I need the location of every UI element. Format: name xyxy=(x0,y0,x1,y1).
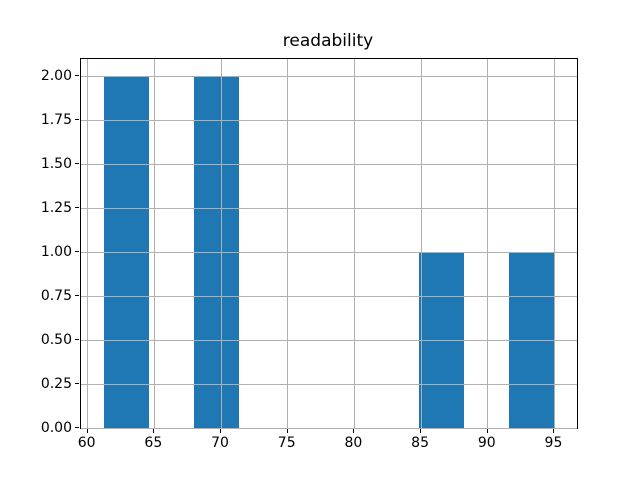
x-tick-mark xyxy=(420,429,422,434)
y-tick-mark xyxy=(75,427,79,429)
y-gridline xyxy=(81,383,577,385)
y-tick-label: 0.25 xyxy=(40,375,72,392)
plot-area xyxy=(80,57,578,430)
x-tick-mark xyxy=(86,429,88,434)
y-tick-mark xyxy=(75,251,79,253)
y-tick-mark xyxy=(75,163,79,165)
x-gridline xyxy=(87,58,89,429)
x-tick-label: 75 xyxy=(277,435,296,452)
y-gridline xyxy=(81,119,577,121)
x-gridline xyxy=(420,58,422,429)
y-gridline xyxy=(81,427,577,429)
x-gridline xyxy=(287,58,289,429)
x-tick-mark xyxy=(286,429,288,434)
x-tick-mark xyxy=(220,429,222,434)
x-tick-mark xyxy=(153,429,155,434)
y-tick-label: 1.25 xyxy=(40,199,72,216)
x-tick-label: 80 xyxy=(344,435,363,452)
x-tick-label: 65 xyxy=(144,435,163,452)
y-tick-mark xyxy=(75,295,79,297)
y-gridline xyxy=(81,295,577,297)
x-gridline xyxy=(220,58,222,429)
y-tick-mark xyxy=(75,207,79,209)
x-tick-label: 60 xyxy=(77,435,96,452)
y-gridline xyxy=(81,163,577,165)
y-tick-label: 0.75 xyxy=(40,287,72,304)
x-tick-mark xyxy=(486,429,488,434)
y-tick-label: 0.50 xyxy=(40,331,72,348)
y-gridline xyxy=(81,251,577,253)
x-tick-label: 95 xyxy=(544,435,563,452)
y-tick-label: 0.00 xyxy=(40,419,72,436)
y-tick-mark xyxy=(75,383,79,385)
x-gridline xyxy=(553,58,555,429)
x-gridline xyxy=(353,58,355,429)
y-gridline xyxy=(81,339,577,341)
chart-title: readability xyxy=(282,31,374,51)
y-gridline xyxy=(81,75,577,77)
y-tick-label: 1.50 xyxy=(40,155,72,172)
y-tick-label: 2.00 xyxy=(40,67,72,84)
x-tick-label: 85 xyxy=(411,435,429,452)
y-gridline xyxy=(81,207,577,209)
y-tick-mark xyxy=(75,75,79,77)
x-gridline xyxy=(153,58,155,429)
y-tick-label: 1.00 xyxy=(40,243,72,260)
x-tick-label: 90 xyxy=(477,435,496,452)
y-tick-label: 1.75 xyxy=(40,111,72,128)
x-gridline xyxy=(487,58,489,429)
x-tick-mark xyxy=(353,429,355,434)
y-tick-mark xyxy=(75,119,79,121)
y-tick-mark xyxy=(75,339,79,341)
x-tick-label: 70 xyxy=(211,435,229,452)
x-tick-mark xyxy=(553,429,555,434)
